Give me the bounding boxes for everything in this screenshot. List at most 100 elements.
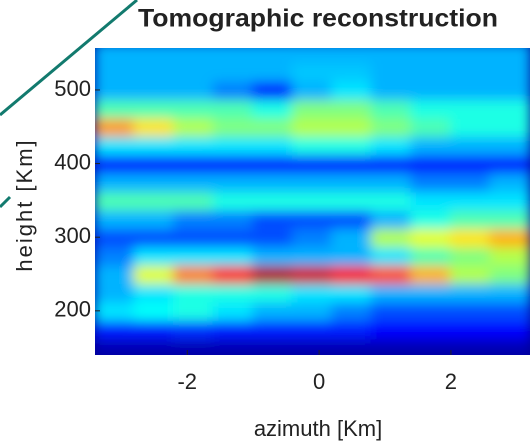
heat-cell	[291, 79, 334, 101]
heat-cell	[449, 190, 492, 211]
heat-cell	[410, 134, 452, 156]
heat-cell	[410, 48, 452, 64]
heat-cell	[370, 208, 413, 230]
heat-cell	[410, 153, 452, 174]
heat-cell	[252, 61, 294, 82]
heat-cell	[291, 263, 334, 285]
annotation-line	[0, 0, 138, 117]
heat-cell	[173, 98, 215, 119]
heat-cell	[95, 263, 136, 285]
heat-cell	[252, 300, 294, 322]
heat-cell	[95, 48, 136, 64]
heat-cell	[212, 79, 255, 101]
heat-cell	[449, 116, 492, 137]
heat-cell	[449, 48, 492, 64]
heat-cell	[410, 208, 452, 230]
heat-cell	[410, 319, 452, 340]
heat-cell	[410, 263, 452, 285]
heat-cell	[449, 171, 492, 193]
heat-cell	[410, 245, 452, 266]
heat-cell	[291, 171, 334, 193]
heat-cell	[133, 48, 176, 64]
y-tick-label: 400	[54, 149, 91, 174]
heat-cell	[370, 227, 413, 248]
heat-cell	[489, 61, 530, 82]
heat-cell	[173, 208, 215, 230]
x-axis-label: azimuth [Km]	[254, 416, 382, 441]
heat-cell	[449, 282, 492, 303]
heat-cell	[173, 227, 215, 248]
heat-cell	[331, 79, 373, 101]
heat-cell	[410, 300, 452, 322]
heat-cell	[95, 208, 136, 230]
heat-cell	[173, 190, 215, 211]
heat-cell	[410, 98, 452, 119]
heat-cell	[331, 98, 373, 119]
heat-cell	[410, 116, 452, 137]
heat-cell	[370, 337, 413, 355]
heat-cell	[489, 190, 530, 211]
heat-cell	[252, 153, 294, 174]
heat-cell	[489, 134, 530, 156]
heatmap	[95, 48, 530, 355]
heat-cell	[370, 48, 413, 64]
heat-cell	[291, 48, 334, 64]
heat-cell	[489, 153, 530, 174]
y-tick-label: 300	[54, 223, 91, 248]
heat-cell	[252, 98, 294, 119]
heat-cell	[291, 208, 334, 230]
heat-cell	[410, 61, 452, 82]
heat-cell	[489, 98, 530, 119]
heat-cell	[291, 61, 334, 82]
heat-cell	[252, 190, 294, 211]
heat-cell	[212, 134, 255, 156]
heat-cell	[449, 300, 492, 322]
heat-cell	[489, 245, 530, 266]
heat-cell	[370, 171, 413, 193]
heat-cell	[252, 208, 294, 230]
heat-cell	[489, 337, 530, 355]
heat-cell	[212, 263, 255, 285]
heat-cell	[489, 282, 530, 303]
heat-cell	[449, 245, 492, 266]
heat-cell	[449, 134, 492, 156]
heat-cell	[95, 337, 136, 355]
heat-cell	[291, 319, 334, 340]
heat-cell	[212, 282, 255, 303]
heat-cell	[133, 134, 176, 156]
heat-cell	[252, 116, 294, 137]
heat-cell	[291, 98, 334, 119]
heat-cell	[331, 190, 373, 211]
heat-cell	[133, 153, 176, 174]
heat-cell	[370, 116, 413, 137]
heat-cell	[212, 190, 255, 211]
heat-cell	[291, 190, 334, 211]
heat-cell	[331, 245, 373, 266]
heat-cell	[212, 48, 255, 64]
heat-cell	[133, 98, 176, 119]
heat-cell	[173, 300, 215, 322]
heat-cell	[173, 337, 215, 355]
heat-cell	[95, 319, 136, 340]
heat-cell	[489, 171, 530, 193]
heat-cell	[173, 319, 215, 340]
heat-cell	[291, 153, 334, 174]
heat-cell	[133, 79, 176, 101]
y-tick-label: 500	[54, 76, 91, 101]
heat-cell	[95, 134, 136, 156]
heat-cell	[291, 300, 334, 322]
heat-cell	[133, 245, 176, 266]
heat-cell	[489, 227, 530, 248]
heat-cell	[489, 48, 530, 64]
y-axis-label: height [Km]	[12, 138, 37, 271]
heat-cell	[133, 227, 176, 248]
heat-cell	[370, 319, 413, 340]
heat-cell	[133, 116, 176, 137]
heat-cell	[449, 263, 492, 285]
heat-cell	[291, 282, 334, 303]
heat-cell	[252, 282, 294, 303]
heat-cell	[252, 171, 294, 193]
heat-cell	[212, 208, 255, 230]
heat-cell	[331, 300, 373, 322]
heat-cell	[173, 282, 215, 303]
